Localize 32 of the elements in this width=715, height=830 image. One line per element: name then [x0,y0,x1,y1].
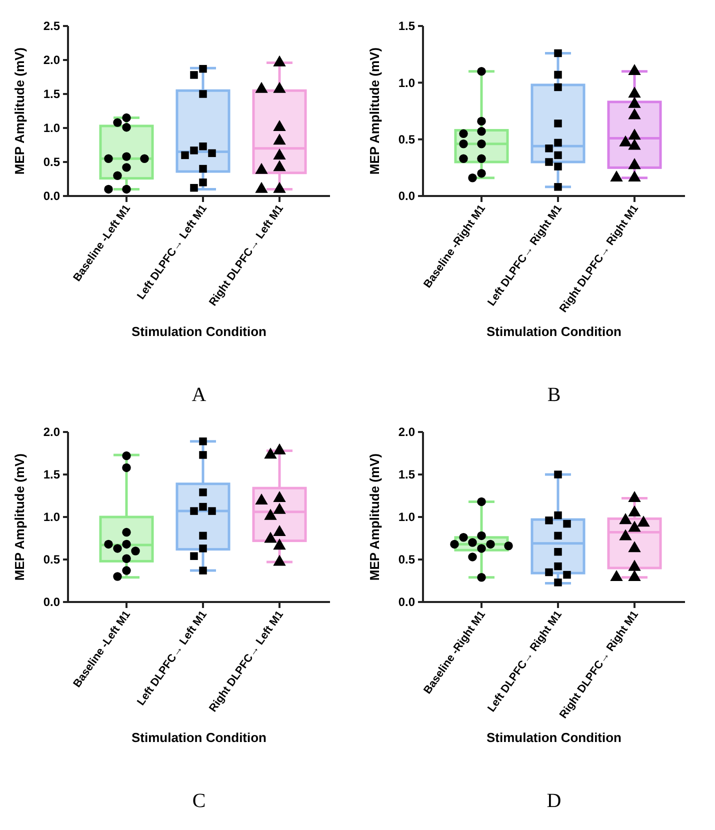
text: A [192,384,207,406]
y-tick-label: 2.0 [398,425,416,440]
y-tick-label: 0.5 [398,132,416,147]
y-tick-label: 0.5 [43,155,60,170]
y-tick-label: 0.0 [398,189,416,204]
y-tick-label: 2.0 [43,425,60,440]
text: D [546,790,562,812]
y-axis-title: MEP Amplitude (mV) [367,453,382,581]
y-tick-label: 1.5 [398,468,416,482]
y-tick-label: 1.5 [398,19,416,34]
y-tick-label: 2.0 [43,53,60,68]
y-tick-label: 1.5 [43,87,60,102]
y-tick-label: 0.0 [43,189,60,204]
x-axis-title: Stimulation Condition [486,324,622,339]
y-axis-title: MEP Amplitude (mV) [367,47,382,175]
y-tick-label: 0.0 [43,595,60,610]
text: C [192,790,206,812]
y-axis-title: MEP Amplitude (mV) [12,47,27,175]
x-axis-title: Stimulation Condition [131,324,267,339]
x-axis-title: Stimulation Condition [486,730,622,745]
y-tick-label: 0.5 [398,552,416,567]
y-tick-label: 0.0 [398,595,416,610]
y-axis-title: MEP Amplitude (mV) [12,453,27,581]
text: B [547,384,561,406]
y-tick-label: 1.0 [398,510,416,524]
y-tick-label: 1.5 [43,468,60,482]
y-tick-label: 0.5 [43,552,60,567]
x-axis-title: Stimulation Condition [131,730,267,745]
y-tick-label: 1.0 [398,76,416,90]
y-tick-label: 1.0 [43,121,60,136]
y-tick-label: 1.0 [43,510,60,524]
y-tick-label: 2.5 [43,19,60,34]
